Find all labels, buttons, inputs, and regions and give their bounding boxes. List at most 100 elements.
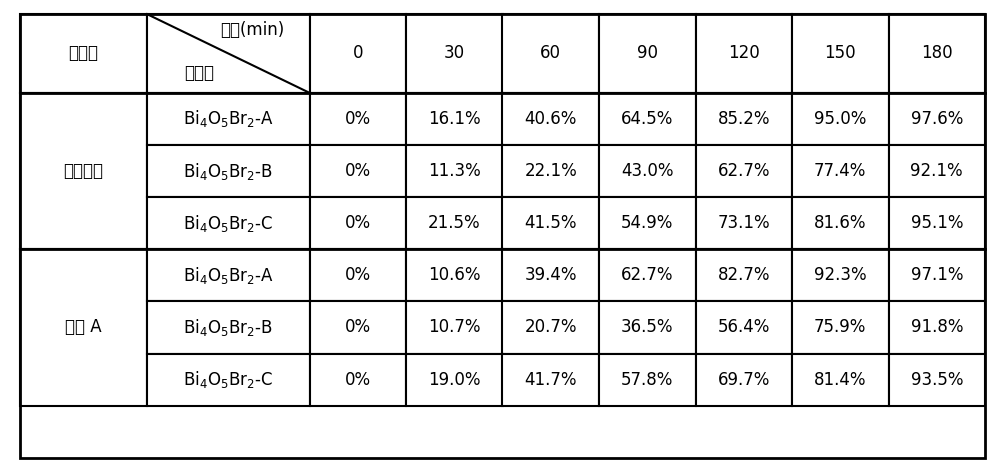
Text: 91.8%: 91.8% [911, 319, 963, 337]
Bar [599, 302, 696, 354]
Text: 81.6%: 81.6% [814, 214, 866, 232]
Bar [792, 354, 889, 406]
Bar [889, 145, 985, 197]
Bar [502, 145, 599, 197]
Text: 120: 120 [728, 44, 760, 62]
Text: 97.1%: 97.1% [911, 266, 963, 284]
Bar [406, 197, 503, 249]
Bar [310, 14, 406, 93]
Text: 0: 0 [352, 44, 363, 62]
Text: 97.6%: 97.6% [911, 110, 963, 128]
Bar [147, 354, 310, 406]
Text: 180: 180 [921, 44, 953, 62]
Text: 73.1%: 73.1% [717, 214, 770, 232]
Bar [310, 249, 406, 302]
Text: 0%: 0% [345, 371, 371, 388]
Text: 43.0%: 43.0% [621, 162, 674, 180]
Text: 16.1%: 16.1% [428, 110, 481, 128]
Bar [696, 145, 792, 197]
Bar [502, 93, 599, 145]
Text: 92.1%: 92.1% [910, 162, 963, 180]
Text: 93.5%: 93.5% [911, 371, 963, 388]
Text: 90: 90 [637, 44, 658, 62]
Bar [792, 249, 889, 302]
Text: 77.4%: 77.4% [814, 162, 866, 180]
Bar [406, 249, 503, 302]
Bar [696, 14, 792, 93]
Bar [889, 302, 985, 354]
Text: 85.2%: 85.2% [718, 110, 770, 128]
Bar [502, 14, 599, 93]
Bar [889, 197, 985, 249]
Bar [147, 302, 310, 354]
Text: 41.5%: 41.5% [524, 214, 577, 232]
Bar [310, 93, 406, 145]
Bar [889, 249, 985, 302]
Text: 11.3%: 11.3% [428, 162, 481, 180]
Text: 0%: 0% [345, 266, 371, 284]
Text: Bi$_4$O$_5$Br$_2$-C: Bi$_4$O$_5$Br$_2$-C [183, 213, 273, 234]
Bar [406, 145, 503, 197]
Bar [502, 197, 599, 249]
Text: 降解物: 降解物 [69, 44, 99, 62]
Bar [696, 197, 792, 249]
Bar [406, 354, 503, 406]
Bar [406, 93, 503, 145]
Text: 81.4%: 81.4% [814, 371, 866, 388]
Text: 21.5%: 21.5% [428, 214, 481, 232]
Text: 10.6%: 10.6% [428, 266, 480, 284]
Bar [310, 302, 406, 354]
Bar [502, 249, 599, 302]
Text: 时间(min): 时间(min) [221, 21, 285, 39]
Bar [696, 249, 792, 302]
Text: 95.0%: 95.0% [814, 110, 866, 128]
Text: 0%: 0% [345, 319, 371, 337]
Bar [792, 302, 889, 354]
Text: 62.7%: 62.7% [718, 162, 770, 180]
Bar [792, 93, 889, 145]
Bar [147, 197, 310, 249]
Text: 69.7%: 69.7% [718, 371, 770, 388]
Bar [147, 93, 310, 145]
Bar [696, 93, 792, 145]
Text: 0%: 0% [345, 110, 371, 128]
Bar [792, 197, 889, 249]
Bar [889, 93, 985, 145]
Text: Bi$_4$O$_5$Br$_2$-A: Bi$_4$O$_5$Br$_2$-A [183, 265, 274, 286]
Text: 62.7%: 62.7% [621, 266, 674, 284]
Bar [20, 93, 147, 249]
Bar [599, 93, 696, 145]
Text: 82.7%: 82.7% [718, 266, 770, 284]
Text: 19.0%: 19.0% [428, 371, 480, 388]
Text: 偶化剂: 偶化剂 [184, 64, 214, 82]
Text: 56.4%: 56.4% [718, 319, 770, 337]
Text: 36.5%: 36.5% [621, 319, 674, 337]
Bar [889, 354, 985, 406]
Text: Bi$_4$O$_5$Br$_2$-C: Bi$_4$O$_5$Br$_2$-C [183, 369, 273, 390]
Text: 0%: 0% [345, 214, 371, 232]
Bar [599, 145, 696, 197]
Text: 75.9%: 75.9% [814, 319, 866, 337]
Bar [20, 14, 147, 93]
Text: Bi$_4$O$_5$Br$_2$-A: Bi$_4$O$_5$Br$_2$-A [183, 109, 274, 129]
Bar [696, 354, 792, 406]
Bar [310, 354, 406, 406]
Text: Bi$_4$O$_5$Br$_2$-B: Bi$_4$O$_5$Br$_2$-B [183, 317, 273, 338]
Text: 间苯二酚: 间苯二酚 [64, 162, 104, 180]
Bar [599, 197, 696, 249]
Bar [599, 249, 696, 302]
Text: 40.6%: 40.6% [525, 110, 577, 128]
Text: 57.8%: 57.8% [621, 371, 673, 388]
Text: 双酚 A: 双酚 A [65, 319, 102, 337]
Bar [147, 249, 310, 302]
Bar [696, 302, 792, 354]
Bar [502, 354, 599, 406]
Text: 30: 30 [444, 44, 465, 62]
Bar [406, 302, 503, 354]
Text: 20.7%: 20.7% [524, 319, 577, 337]
Bar [406, 14, 503, 93]
Bar [147, 145, 310, 197]
Text: 39.4%: 39.4% [524, 266, 577, 284]
Text: 95.1%: 95.1% [911, 214, 963, 232]
Text: 60: 60 [540, 44, 561, 62]
